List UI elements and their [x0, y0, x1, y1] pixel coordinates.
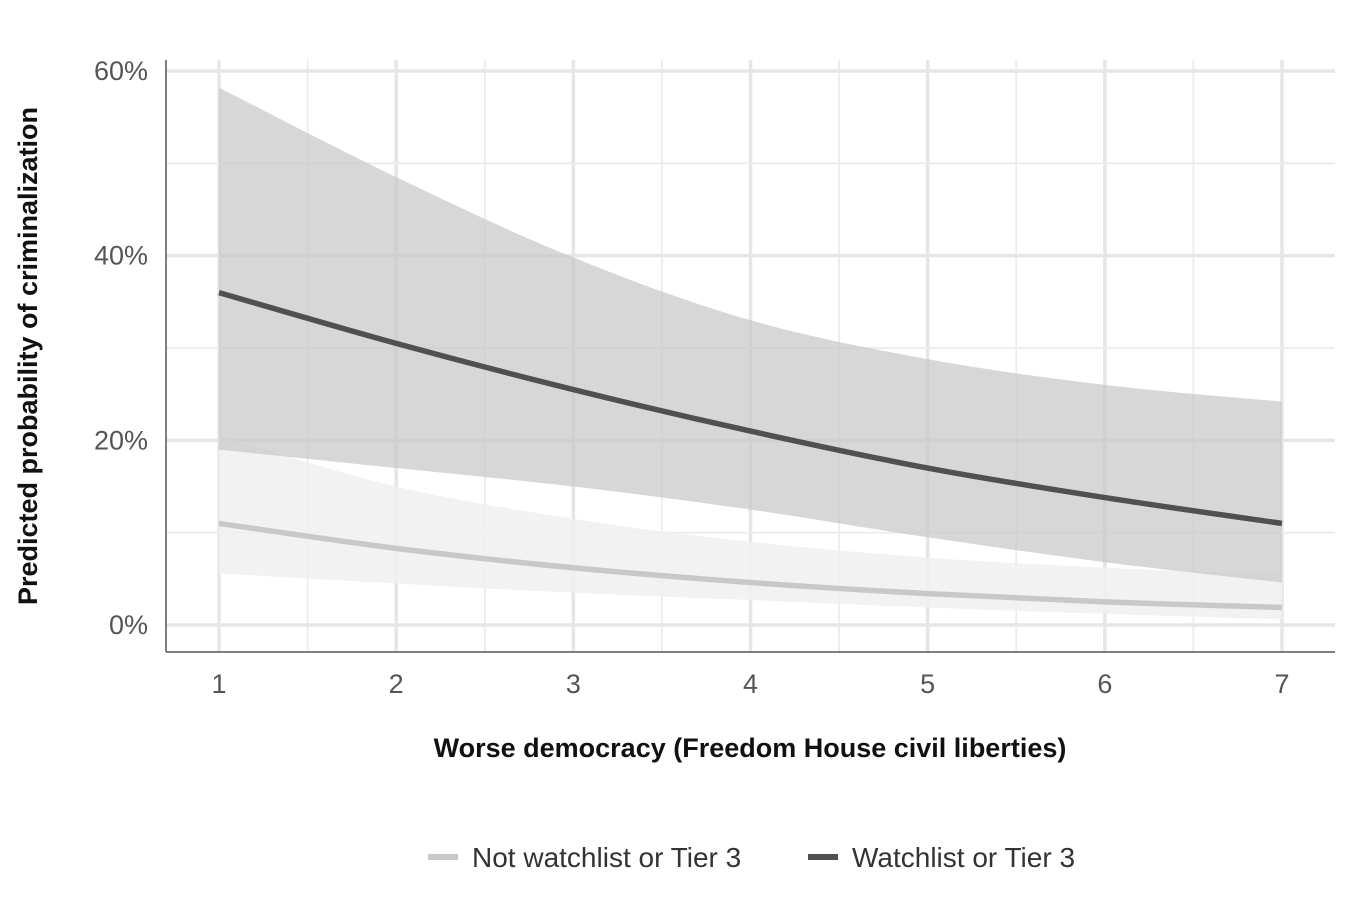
series-line-1: [218, 289, 1283, 527]
confidence-ribbon-1: [219, 87, 1282, 583]
x-axis-title: Worse democracy (Freedom House civil lib…: [434, 733, 1067, 763]
y-tick-labels: 0% 20% 40% 60%: [94, 56, 148, 640]
x-tick-label: 1: [211, 669, 226, 699]
confidence-ribbons: [219, 87, 1282, 620]
confidence-ribbon-0: [219, 435, 1282, 620]
y-tick-label: 40%: [94, 241, 148, 271]
axes: [165, 60, 1335, 653]
x-tick-label: 4: [743, 669, 758, 699]
x-tick-label: 2: [389, 669, 404, 699]
x-tick-labels: 1 2 3 4 5 6 7: [211, 669, 1289, 699]
series-line-0: [218, 520, 1283, 611]
x-tick-label: 6: [1097, 669, 1112, 699]
x-tick-label: 7: [1274, 669, 1289, 699]
legend-label-not-watchlist: Not watchlist or Tier 3: [472, 842, 741, 873]
series-lines: [218, 289, 1283, 611]
legend: Not watchlist or Tier 3 Watchlist or Tie…: [428, 842, 1075, 873]
x-tick-label: 5: [920, 669, 935, 699]
x-tick-label: 3: [566, 669, 581, 699]
y-tick-label: 20%: [94, 425, 148, 455]
y-tick-label: 60%: [94, 56, 148, 86]
legend-label-watchlist: Watchlist or Tier 3: [852, 842, 1075, 873]
y-tick-label: 0%: [109, 610, 148, 640]
y-axis-title: Predicted probability of criminalization: [13, 107, 43, 605]
